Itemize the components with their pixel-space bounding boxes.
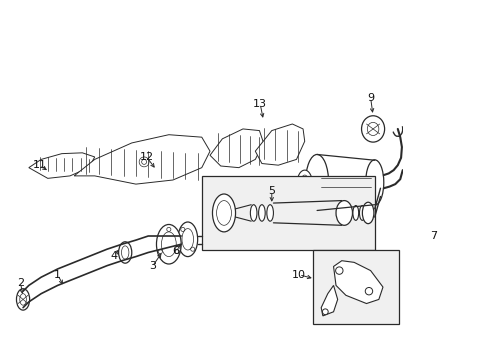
Ellipse shape xyxy=(335,201,352,225)
Polygon shape xyxy=(321,285,337,316)
Text: 1: 1 xyxy=(54,270,61,280)
Ellipse shape xyxy=(258,205,264,221)
Ellipse shape xyxy=(365,288,372,295)
Text: 2: 2 xyxy=(17,278,24,288)
Ellipse shape xyxy=(322,309,327,315)
Ellipse shape xyxy=(178,222,197,257)
Ellipse shape xyxy=(412,238,427,257)
Ellipse shape xyxy=(361,116,384,142)
Polygon shape xyxy=(29,153,95,178)
Ellipse shape xyxy=(212,194,235,232)
Polygon shape xyxy=(74,135,209,184)
Bar xyxy=(312,250,399,324)
Ellipse shape xyxy=(305,154,328,211)
Ellipse shape xyxy=(335,267,342,274)
Polygon shape xyxy=(255,124,304,165)
Ellipse shape xyxy=(17,289,30,310)
Text: 11: 11 xyxy=(33,160,46,170)
Ellipse shape xyxy=(359,206,365,220)
Text: 5: 5 xyxy=(268,186,275,196)
Polygon shape xyxy=(333,261,382,303)
Ellipse shape xyxy=(156,225,181,264)
Text: 4: 4 xyxy=(110,251,117,261)
Text: 12: 12 xyxy=(139,152,153,162)
Text: 9: 9 xyxy=(366,93,373,103)
Ellipse shape xyxy=(297,170,311,195)
Text: 3: 3 xyxy=(148,261,156,271)
Ellipse shape xyxy=(250,205,256,221)
Ellipse shape xyxy=(365,160,383,205)
Ellipse shape xyxy=(119,242,131,263)
Text: 7: 7 xyxy=(429,231,436,241)
Polygon shape xyxy=(209,129,263,168)
Text: 13: 13 xyxy=(253,99,267,109)
Text: 10: 10 xyxy=(291,270,305,280)
Bar xyxy=(202,176,374,250)
Ellipse shape xyxy=(352,206,358,220)
Ellipse shape xyxy=(362,202,373,224)
Text: 6: 6 xyxy=(172,246,180,256)
Ellipse shape xyxy=(266,205,273,221)
